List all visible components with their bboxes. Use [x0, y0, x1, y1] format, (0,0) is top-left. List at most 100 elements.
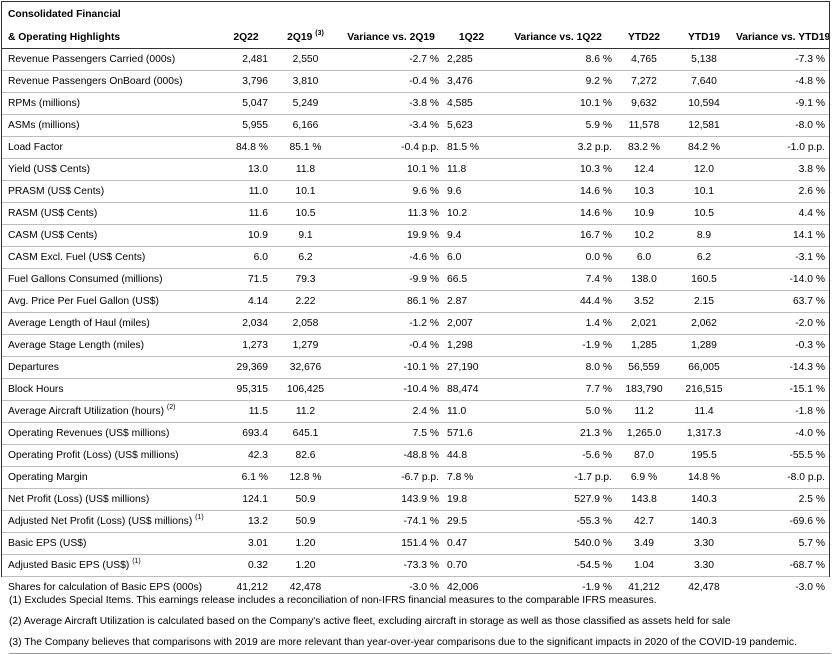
- row-label-text: ASMs (millions): [8, 120, 80, 131]
- cell-ytd19: 1,289: [672, 334, 736, 357]
- cell-2q19: 50.9: [272, 510, 339, 533]
- cell-2q22: 0.32: [220, 554, 272, 577]
- footnote-3: (3) The Company believes that comparison…: [9, 632, 831, 654]
- row-label-text: Adjusted Basic EPS (US$): [8, 560, 130, 571]
- col-header-1q22: 1Q22: [443, 26, 500, 49]
- cell-ytd22: 143.8: [616, 488, 672, 511]
- cell-var-2q19: 86.1 %: [339, 290, 443, 313]
- row-label-text: Operating Profit (Loss) (US$ millions): [8, 450, 179, 461]
- cell-2q22: 13.0: [220, 158, 272, 181]
- cell-var-1q22: -54.5 %: [500, 554, 616, 577]
- cell-1q22: 88,474: [443, 378, 500, 401]
- cell-var-1q22: 21.3 %: [500, 422, 616, 445]
- cell-ytd22: 42.7: [616, 510, 672, 533]
- row-label-text: RPMs (millions): [8, 98, 81, 109]
- table-header-row: & Operating Highlights 2Q22 2Q19 (3) Var…: [2, 26, 829, 49]
- cell-ytd19: 11.4: [672, 400, 736, 423]
- row-label-text: Net Profit (Loss) (US$ millions): [8, 494, 150, 505]
- cell-ytd22: 10.9: [616, 202, 672, 225]
- row-label-text: Revenue Passengers OnBoard (000s): [8, 76, 183, 87]
- cell-var-1q22: 3.2 p.p.: [500, 136, 616, 159]
- cell-var-1q22: 5.0 %: [500, 400, 616, 423]
- cell-2q19: 2,058: [272, 312, 339, 335]
- cell-ytd19: 10,594: [672, 92, 736, 115]
- cell-2q19: 11.2: [272, 400, 339, 423]
- cell-2q19: 645.1: [272, 422, 339, 445]
- cell-var-2q19: 143.9 %: [339, 488, 443, 511]
- cell-ytd22: 2,021: [616, 312, 672, 335]
- row-label: RASM (US$ Cents): [2, 202, 220, 225]
- cell-var-ytd19: 2.6 %: [736, 180, 829, 203]
- row-label: PRASM (US$ Cents): [2, 180, 220, 203]
- table-row: PRASM (US$ Cents) 11.0 10.1 9.6 % 9.6 14.6 % 1…: [2, 180, 829, 203]
- table-row: CASM Excl. Fuel (US$ Cents) 6.0 6.2 -4.6 % 6…: [2, 246, 829, 269]
- row-label: Block Hours: [2, 378, 220, 401]
- cell-var-ytd19: 4.4 %: [736, 202, 829, 225]
- row-label: Revenue Passengers Carried (000s): [2, 48, 220, 71]
- cell-2q22: 29,369: [220, 356, 272, 379]
- cell-ytd19: 12,581: [672, 114, 736, 137]
- footnote-2: (2) Average Aircraft Utilization is calc…: [9, 616, 731, 627]
- table-row: Average Aircraft Utilization (hours) (2)…: [2, 400, 829, 423]
- col-header-ytd22: YTD22: [616, 26, 672, 49]
- col-header-var-ytd19: Variance vs. YTD19: [736, 26, 829, 49]
- cell-var-1q22: 527.9 %: [500, 488, 616, 511]
- cell-var-1q22: 1.4 %: [500, 312, 616, 335]
- table-row: Average Stage Length (miles) 1,273 1,279 -0…: [2, 334, 829, 357]
- cell-1q22: 7.8 %: [443, 466, 500, 489]
- cell-var-ytd19: -1.8 %: [736, 400, 829, 423]
- cell-var-ytd19: -69.6 %: [736, 510, 829, 533]
- cell-ytd19: 3.30: [672, 554, 736, 577]
- cell-2q22: 4.14: [220, 290, 272, 313]
- cell-1q22: 2,007: [443, 312, 500, 335]
- cell-var-ytd19: 63.7 %: [736, 290, 829, 313]
- table-row: Fuel Gallons Consumed (millions) 71.5 79.3…: [2, 268, 829, 291]
- cell-2q19: 10.5: [272, 202, 339, 225]
- row-label: Net Profit (Loss) (US$ millions): [2, 488, 220, 511]
- cell-ytd22: 3.52: [616, 290, 672, 313]
- cell-2q19: 50.9: [272, 488, 339, 511]
- footnote-ref: (2): [166, 404, 176, 411]
- cell-var-2q19: 10.1 %: [339, 158, 443, 181]
- cell-var-2q19: 151.4 %: [339, 532, 443, 555]
- table-row: RASM (US$ Cents) 11.6 10.5 11.3 % 10.2 14.6 %…: [2, 202, 829, 225]
- cell-ytd22: 1,265.0: [616, 422, 672, 445]
- cell-ytd22: 41,212: [628, 582, 660, 593]
- cell-1q22: 1,298: [443, 334, 500, 357]
- cell-2q22: 3.01: [220, 532, 272, 555]
- col-header-var-1q22: Variance vs. 1Q22: [500, 26, 616, 49]
- cell-2q19: 82.6: [272, 444, 339, 467]
- cell-var-1q22: 0.0 %: [500, 246, 616, 269]
- cell-2q22: 41,212: [236, 582, 269, 593]
- cell-var-1q22: 5.9 %: [500, 114, 616, 137]
- row-label-text: Average Stage Length (miles): [8, 340, 145, 351]
- cell-2q19: 32,676: [272, 356, 339, 379]
- cell-var-2q19: -48.8 %: [339, 444, 443, 467]
- table-title-line2: & Operating Highlights: [2, 26, 220, 49]
- cell-var-ytd19: -68.7 %: [736, 554, 829, 577]
- cell-2q19: 2,550: [272, 48, 339, 71]
- cell-2q22: 11.6: [220, 202, 272, 225]
- financial-table-frame: Consolidated Financial & Operating Highl…: [1, 1, 830, 593]
- row-label-text: Basic EPS (US$): [8, 538, 87, 549]
- cell-1q22: 19.8: [443, 488, 500, 511]
- cell-var-1q22: 8.6 %: [500, 48, 616, 71]
- cell-1q22: 27,190: [443, 356, 500, 379]
- row-label: Operating Profit (Loss) (US$ millions): [2, 444, 220, 467]
- row-label: CASM Excl. Fuel (US$ Cents): [2, 246, 220, 269]
- footnote-1: (1) Excludes Special Items. This earning…: [9, 595, 657, 606]
- cell-var-1q22: 10.1 %: [500, 92, 616, 115]
- row-label: Operating Margin: [2, 466, 220, 489]
- cell-var-1q22: -1.9 %: [582, 582, 612, 593]
- cell-1q22: 44.8: [443, 444, 500, 467]
- cell-ytd19: 6.2: [672, 246, 736, 269]
- cell-var-1q22: 16.7 %: [500, 224, 616, 247]
- table-row: Adjusted Basic EPS (US$) (1) 0.32 1.20 -73.…: [2, 554, 829, 577]
- row-label-text: Revenue Passengers Carried (000s): [8, 54, 176, 65]
- cell-2q22: 6.1 %: [220, 466, 272, 489]
- row-label-text: Departures: [8, 362, 59, 373]
- cell-2q22: 3,796: [220, 70, 272, 93]
- cell-1q22: 11.0: [443, 400, 500, 423]
- cell-2q19: 10.1: [272, 180, 339, 203]
- cell-2q19: 1.20: [272, 554, 339, 577]
